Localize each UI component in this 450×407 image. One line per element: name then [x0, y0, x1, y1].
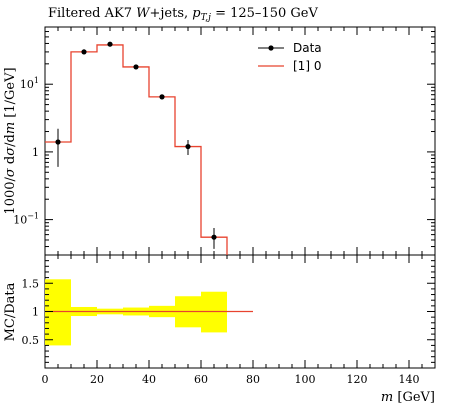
- data-point: [133, 64, 139, 70]
- mc-step-line: [45, 44, 228, 255]
- ratio-y-tick-label: 1.5: [22, 277, 40, 290]
- ratio-y-axis: 0.5 1 1.5: [22, 260, 435, 363]
- x-tick-label: 0: [42, 373, 49, 386]
- main-y-axis: 10−1 1 101: [13, 26, 435, 256]
- x-tick-label: 40: [142, 373, 156, 386]
- main-y-tick-label: 1: [32, 146, 39, 159]
- ratio-y-axis-title: MC/Data: [3, 282, 18, 341]
- ratio-x-axis: 0 20 40 60 80 100 120 140: [42, 255, 436, 386]
- data-point: [107, 41, 113, 47]
- data-point: [81, 49, 87, 55]
- legend-mc-label: [1] 0: [293, 59, 321, 73]
- main-y-tick-label: 101: [20, 76, 39, 91]
- data-point: [211, 234, 217, 240]
- main-y-axis-title: 1000/σ dσ/dm [1/GeV]: [3, 67, 18, 214]
- ratio-uncertainty-band: [45, 279, 227, 346]
- data-point: [55, 139, 61, 145]
- chart-title: Filtered AK7 W+jets, pT,j = 125–150 GeV: [48, 6, 318, 23]
- legend-data-label: Data: [293, 41, 322, 55]
- main-x-axis: [44, 27, 436, 255]
- x-tick-label: 100: [295, 373, 316, 386]
- ratio-y-tick-label: 0.5: [22, 334, 40, 347]
- legend: Data [1] 0: [258, 41, 322, 73]
- x-tick-label: 60: [194, 373, 208, 386]
- data-points: [55, 41, 217, 249]
- legend-data-marker: [268, 45, 274, 51]
- mc-histogram: [45, 44, 228, 255]
- x-axis-title: m [GeV]: [381, 390, 435, 405]
- ratio-band-bin: [45, 279, 71, 346]
- x-tick-label: 120: [347, 373, 368, 386]
- main-y-tick-label: 10−1: [13, 212, 39, 227]
- x-tick-label: 140: [399, 373, 420, 386]
- x-tick-label: 80: [246, 373, 260, 386]
- x-tick-label: 20: [90, 373, 104, 386]
- main-panel-frame: [44, 26, 436, 256]
- data-point: [185, 143, 191, 150]
- ratio-y-tick-label: 1: [32, 306, 39, 319]
- data-point: [159, 94, 165, 100]
